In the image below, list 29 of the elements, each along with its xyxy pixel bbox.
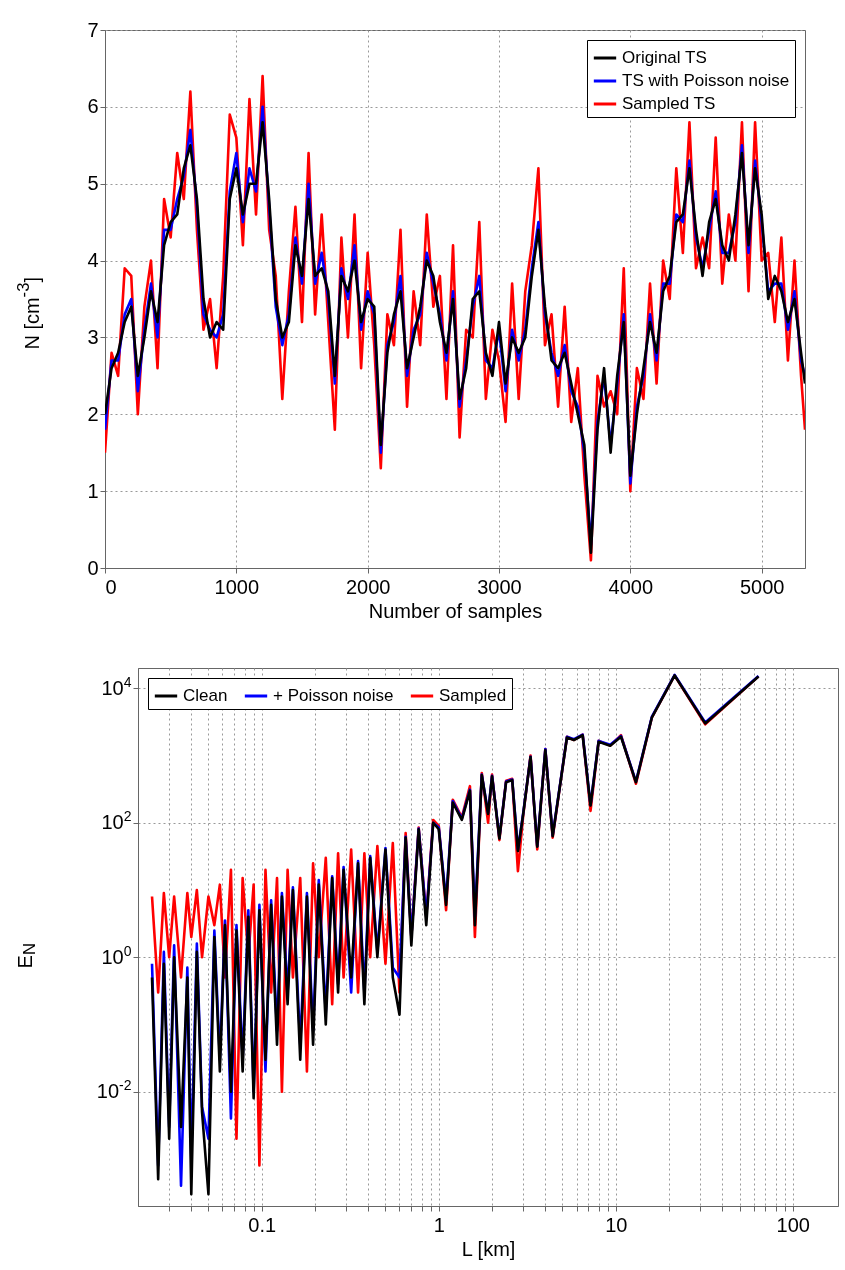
x-tick-label: 10 bbox=[605, 1213, 628, 1236]
x-tick-label: 100 bbox=[776, 1213, 810, 1236]
x-axis-title: Number of samples bbox=[368, 599, 543, 622]
legend-label: Sampled TS bbox=[622, 94, 716, 113]
x-tick-label: 4000 bbox=[608, 575, 654, 598]
y-tick-label: 10$^{-2}$ bbox=[96, 1077, 132, 1103]
y-tick-label: 0 bbox=[87, 556, 99, 579]
x-tick-label: 2000 bbox=[345, 575, 391, 598]
y-tick-label: 10$^{4}$ bbox=[101, 673, 132, 699]
legend-label: Sampled bbox=[439, 686, 507, 705]
x-tick-label: 1000 bbox=[214, 575, 260, 598]
legend-label: TS with Poisson noise bbox=[622, 71, 790, 90]
x-tick-label: 0.1 bbox=[248, 1213, 277, 1236]
y-tick-label: 10$^{0}$ bbox=[101, 942, 132, 968]
legend-label: + Poisson noise bbox=[273, 686, 394, 705]
y-tick-label: 6 bbox=[87, 95, 99, 118]
x-tick-label: 5000 bbox=[739, 575, 785, 598]
y-tick-label: 3 bbox=[87, 325, 99, 348]
y-tick-label: 4 bbox=[87, 249, 99, 272]
legend-label: Original TS bbox=[622, 48, 707, 67]
x-tick-label: 3000 bbox=[477, 575, 522, 598]
legend-label: Clean bbox=[183, 686, 228, 705]
y-tick-label: 7 bbox=[87, 18, 99, 41]
x-tick-label: 1 bbox=[433, 1213, 445, 1236]
y-tick-label: 5 bbox=[87, 172, 99, 195]
y-tick-label: 2 bbox=[87, 402, 99, 425]
y-tick-label: 1 bbox=[87, 479, 99, 502]
y-tick-label: 10$^{2}$ bbox=[101, 808, 132, 834]
x-axis-title: L [km] bbox=[461, 1237, 516, 1260]
